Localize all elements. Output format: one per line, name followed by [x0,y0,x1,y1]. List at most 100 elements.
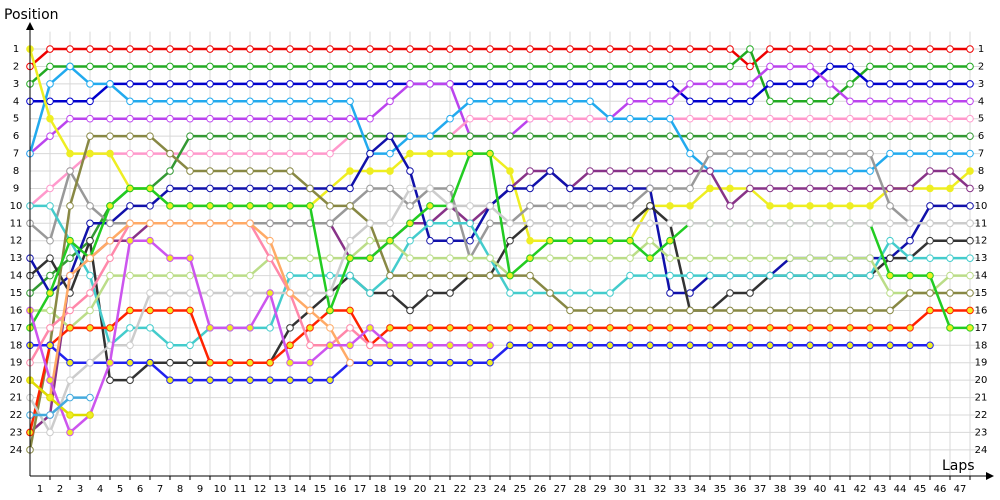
lap-marker [746,341,754,350]
lap-marker [206,219,214,228]
lap-marker [226,271,234,280]
lap-marker [126,358,134,367]
lap-marker [106,62,114,71]
y-tick-label-right: 17 [975,323,988,334]
series [26,236,974,332]
lap-marker [386,132,394,140]
lap-marker [546,62,554,71]
lap-marker [146,45,154,53]
x-tick-label: 28 [574,484,587,495]
lap-marker [766,80,774,88]
lap-marker [306,324,314,332]
lap-marker [486,62,494,71]
lap-marker [406,132,414,140]
lap-marker [566,184,574,193]
lap-marker [746,167,754,175]
lap-marker [866,219,874,228]
lap-marker [726,324,734,332]
lap-marker [466,132,474,140]
lap-marker [666,324,674,332]
lap-marker [426,202,434,210]
y-tick-label-right: 1 [978,44,984,55]
lap-marker [846,132,854,140]
lap-marker [86,149,94,158]
lap-marker [206,80,214,88]
lap-marker [526,324,534,332]
lap-marker [906,271,914,280]
lap-marker [666,114,674,123]
lap-marker [66,376,74,384]
lap-marker [466,149,474,158]
lap-marker [686,80,694,88]
lap-marker [606,306,614,315]
lap-marker [306,202,314,210]
lap-marker [946,167,954,175]
lap-marker [506,219,514,228]
lap-marker [446,62,454,71]
lap-marker [826,271,834,280]
lap-marker [466,62,474,71]
lap-marker [646,202,654,210]
series-line [30,344,930,382]
series-line [28,239,490,434]
lap-marker [526,62,534,71]
lap-marker [546,341,554,350]
lap-marker [246,80,254,88]
lap-marker [466,202,474,210]
lap-marker [506,184,514,193]
x-arrow [986,472,994,480]
lap-marker [666,254,674,262]
lap-marker [546,324,554,332]
lap-marker [906,341,914,350]
lap-marker [286,149,294,158]
lap-marker [826,341,834,350]
x-tick-label: 42 [854,484,867,495]
lap-marker [46,393,54,402]
lap-marker [326,202,334,210]
lap-marker [126,80,134,88]
x-tick-label: 24 [494,484,507,495]
lap-marker [726,114,734,123]
lap-marker [866,341,874,350]
lap-marker [546,219,554,228]
lap-marker [786,254,794,262]
series [26,45,974,106]
lap-marker [526,80,534,88]
lap-marker [66,149,74,158]
lap-marker [746,114,754,123]
lap-marker [66,324,74,332]
lap-marker [766,45,774,53]
lap-marker [486,45,494,53]
lap-marker [106,219,114,228]
lap-marker [566,289,574,297]
lap-marker [326,62,334,71]
y-tick-label-right: 22 [975,410,988,421]
y-tick-label-right: 4 [978,96,984,107]
lap-marker [786,97,794,106]
lap-marker [846,202,854,210]
x-tick-label: 19 [394,484,407,495]
x-tick-label: 16 [334,484,347,495]
lap-marker [606,202,614,210]
lap-marker [906,219,914,228]
lap-marker [726,132,734,140]
lap-marker [606,289,614,297]
lap-marker [286,254,294,262]
lap-marker [546,289,554,297]
lap-marker [546,80,554,88]
lap-marker [526,132,534,140]
lap-marker [546,167,554,175]
lap-marker [426,80,434,88]
lap-marker [266,149,274,158]
lap-marker [846,219,854,228]
lap-marker [786,306,794,315]
lap-marker [586,45,594,53]
lap-marker [886,271,894,280]
lap-marker [46,341,54,350]
lap-marker [246,45,254,53]
lap-marker [426,254,434,262]
lap-marker [306,306,314,315]
lap-marker [206,149,214,158]
lap-marker [266,254,274,262]
lap-marker [206,45,214,53]
